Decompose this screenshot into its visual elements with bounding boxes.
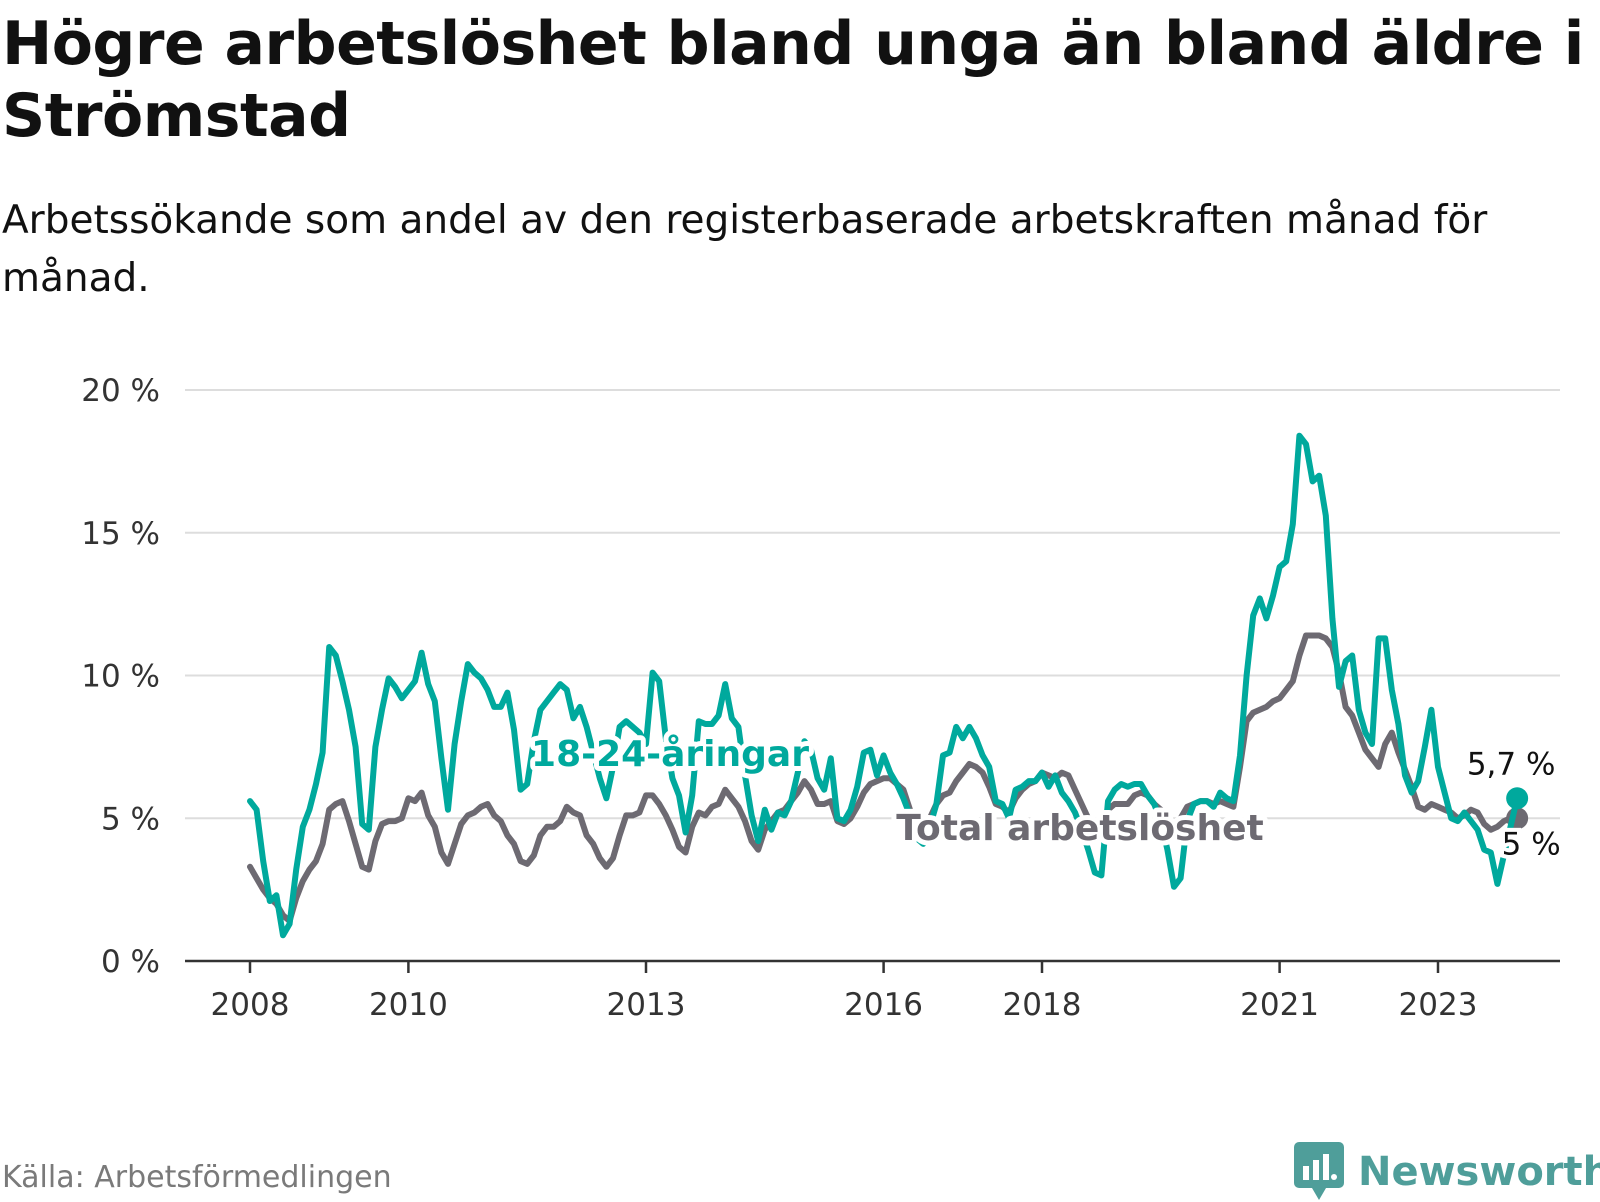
total-series-line	[247, 632, 1521, 924]
total-end-label: 5 %	[1502, 826, 1561, 862]
x-tick-label: 2008	[211, 987, 290, 1023]
youth-series-line	[247, 432, 1521, 939]
series-lines	[247, 432, 1529, 939]
bar-chart-bubble-icon	[1294, 1142, 1344, 1200]
x-tick-label: 2023	[1399, 987, 1478, 1023]
y-tick-label: 5 %	[101, 801, 160, 837]
y-tick-label: 0 %	[101, 944, 160, 980]
source-note: Källa: Arbetsförmedlingen	[2, 1160, 392, 1195]
x-tick-label: 2013	[607, 987, 686, 1023]
youth-series-label: 18-24-åringar	[531, 734, 809, 775]
series-labels: 18-24-åringar 5,7 % Total arbetslöshet 5 %	[526, 729, 1565, 866]
x-tick-label: 2018	[1003, 987, 1082, 1023]
x-axis-ticks: 2008 2010 2013 2016 2018 2021 2023	[211, 961, 1478, 1023]
x-tick-label: 2021	[1240, 987, 1319, 1023]
x-tick-label: 2016	[844, 987, 923, 1023]
x-tick-label: 2010	[369, 987, 448, 1023]
y-tick-label: 10 %	[81, 659, 160, 695]
chart-subtitle: Arbetssökande som andel av den registerb…	[2, 198, 1488, 301]
y-tick-label: 15 %	[81, 516, 160, 552]
brand-name: Newsworthy	[1358, 1149, 1600, 1195]
line-chart: 0 %5 %10 %15 %20 % 2008 2010 2013 2016 2018 2…	[81, 373, 1565, 1023]
chart-title: Högre arbetslöshet bland unga än bland ä…	[2, 9, 1584, 151]
y-tick-label: 20 %	[81, 373, 160, 409]
youth-end-point	[1506, 787, 1529, 810]
total-series-label: Total arbetslöshet	[896, 808, 1264, 849]
youth-end-label: 5,7 %	[1467, 746, 1556, 782]
y-axis-tick-labels: 0 % 5 % 10 % 15 % 20 %	[81, 373, 160, 980]
newsworthy-logo[interactable]: Newsworthy	[1294, 1142, 1600, 1202]
